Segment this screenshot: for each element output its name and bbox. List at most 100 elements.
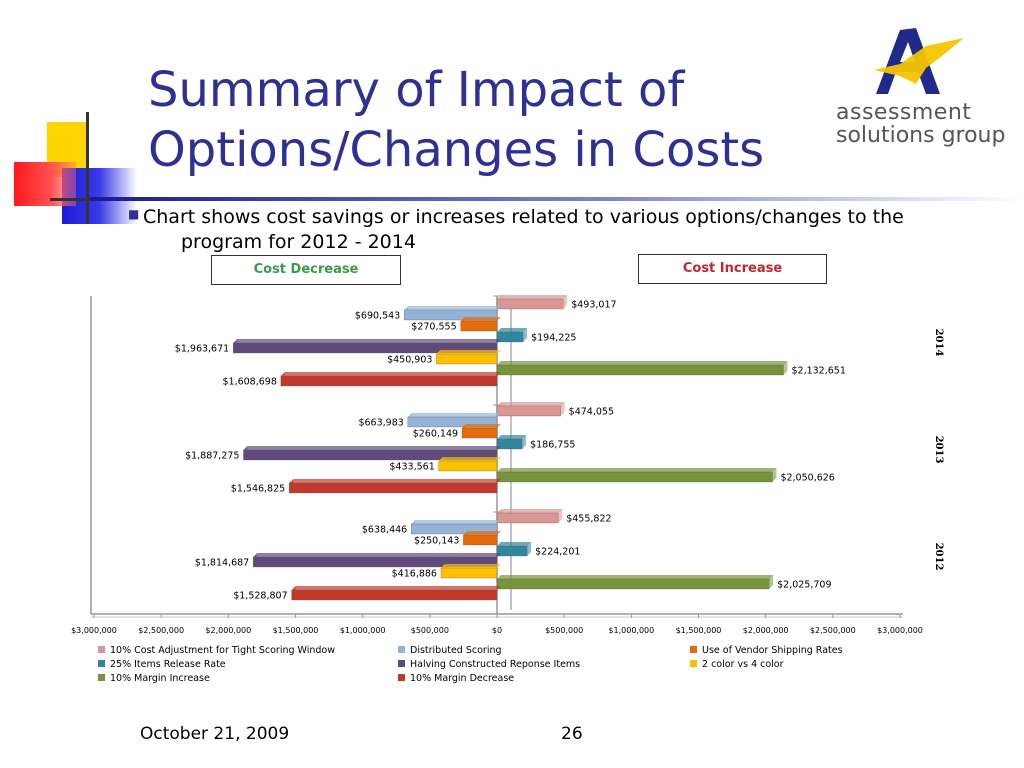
bullet-icon: ■ [128, 207, 140, 221]
legend-swatch [98, 646, 105, 653]
bar-top [497, 435, 527, 439]
bullet-text: Chart shows cost savings or increases re… [143, 205, 983, 255]
slide-title-line1: Summary of Impact of [148, 62, 685, 118]
bar-top [407, 413, 501, 417]
bar [496, 298, 564, 310]
bar [496, 512, 559, 524]
legend-swatch [98, 660, 105, 667]
bar [440, 567, 498, 579]
bar [496, 364, 784, 376]
data-label: $474,055 [569, 407, 614, 418]
logo-a-icon [874, 28, 964, 94]
data-label: $455,822 [566, 514, 611, 525]
bar-top [440, 564, 501, 568]
x-tick-label: $2,500,000 [810, 626, 856, 635]
data-label: $2,025,709 [777, 580, 831, 591]
x-tick-label: $3,000,000 [71, 626, 117, 635]
bar-top [497, 509, 563, 513]
data-label: $186,755 [530, 440, 575, 451]
bar [407, 416, 498, 428]
bar-top [462, 424, 501, 428]
legend-swatch [690, 660, 697, 667]
bullet-text-line2: program for 2012 - 2014 [181, 231, 416, 253]
logo-line2: solutions group [836, 123, 1006, 148]
bar [461, 427, 498, 439]
data-label: $450,903 [387, 355, 432, 366]
bar-top [404, 306, 501, 310]
legend-swatch [398, 660, 405, 667]
data-label: $638,446 [362, 525, 407, 536]
x-tick-label: $500,000 [411, 626, 449, 635]
legend-swatch [398, 646, 405, 653]
x-tick-label: $1,000,000 [608, 626, 654, 635]
legend-item: 2 color vs 4 color [702, 659, 784, 670]
legend-item: Distributed Scoring [410, 645, 502, 656]
legend-swatch [98, 674, 105, 681]
x-tick-label: $1,000,000 [340, 626, 386, 635]
bar-top [497, 361, 788, 365]
group-label-year: 2013 [933, 436, 944, 464]
bar [496, 331, 524, 343]
bar-side [783, 361, 788, 375]
x-tick-label: $1,500,000 [273, 626, 319, 635]
footer-date: October 21, 2009 [140, 724, 290, 744]
bar-top [497, 575, 774, 579]
data-label: $663,983 [358, 418, 403, 429]
data-label: $270,555 [411, 322, 456, 333]
bar [436, 353, 498, 365]
data-label: $1,963,671 [175, 344, 229, 355]
x-tick-label: $3,000,000 [877, 626, 923, 635]
x-tick-label: $1,500,000 [676, 626, 722, 635]
legend-swatch [690, 646, 697, 653]
bar [291, 589, 498, 601]
bar-side [772, 468, 777, 482]
legend-item: Halving Constructed Reponse Items [410, 659, 580, 670]
bar-side [522, 435, 527, 449]
company-logo: assessment solutions group [830, 22, 1010, 152]
bar [460, 320, 498, 332]
data-label: $1,528,807 [233, 591, 287, 602]
legend-swatch [398, 674, 405, 681]
bar-side [769, 575, 774, 589]
bullet-text-line1: Chart shows cost savings or increases re… [143, 206, 904, 228]
data-label: $493,017 [571, 300, 616, 311]
bar-side [523, 328, 528, 342]
bar [496, 405, 561, 417]
bar-top [233, 339, 501, 343]
bar [496, 438, 523, 450]
bar-top [243, 446, 501, 450]
data-label: $2,132,651 [791, 366, 845, 377]
legend-item: Use of Vendor Shipping Rates [702, 645, 843, 656]
x-tick-label: $0 [492, 626, 502, 635]
bar-top [291, 586, 501, 590]
legend-item: 10% Cost Adjustment for Tight Scoring Wi… [110, 645, 335, 656]
bar-top [411, 520, 501, 524]
bar [233, 342, 498, 354]
logo-line1: assessment [836, 100, 972, 125]
slide-title-line2: Options/Changes in Costs [148, 122, 765, 178]
title-rule [90, 197, 1024, 201]
bar-top [463, 531, 501, 535]
x-tick-label: $2,500,000 [138, 626, 184, 635]
cost-increase-label: Cost Increase [638, 254, 827, 284]
decor-horizontal-line [50, 198, 98, 201]
page-number: 26 [561, 724, 583, 744]
bar [411, 523, 498, 535]
data-label: $260,149 [413, 429, 458, 440]
bar [289, 482, 498, 494]
bar [463, 534, 498, 546]
group-label-year: 2014 [933, 329, 944, 357]
decor-vertical-line [86, 112, 89, 224]
bar [438, 460, 498, 472]
bar [253, 556, 498, 568]
bar-side [558, 509, 563, 523]
x-tick-label: $2,000,000 [205, 626, 251, 635]
data-label: $1,814,687 [195, 558, 249, 569]
bar-side [563, 295, 568, 309]
bar-side [560, 402, 565, 416]
bar-top [253, 553, 501, 557]
bar [496, 578, 770, 590]
data-label: $416,886 [392, 569, 437, 580]
bar [496, 471, 773, 483]
